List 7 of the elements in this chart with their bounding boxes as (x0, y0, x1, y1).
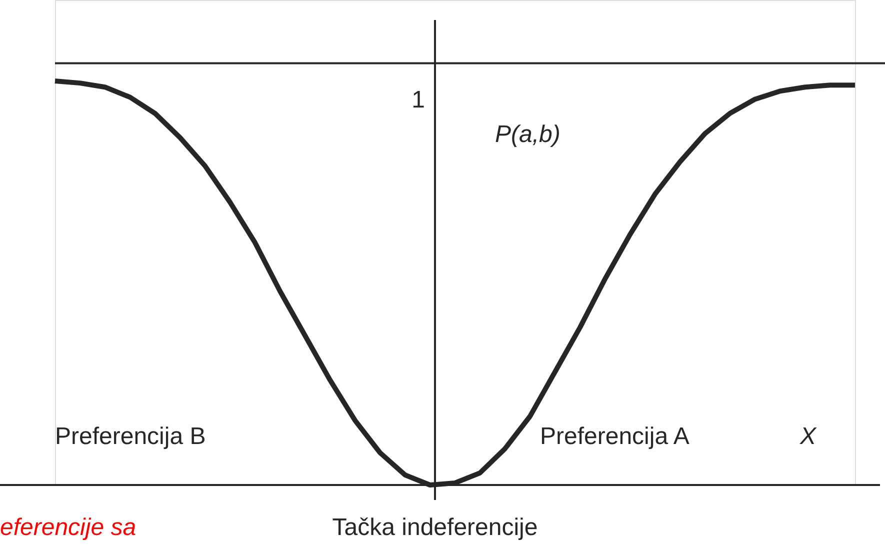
annotation: Preferencija B (55, 423, 206, 450)
text: eferencije sa (0, 514, 136, 541)
ref-line-label: 1 (412, 86, 425, 114)
text: Tačka indeferencije (332, 514, 538, 541)
annotation: Preferencija A (540, 423, 690, 450)
y-axis-title: P(a,b) (495, 121, 560, 148)
x-axis-title: X (799, 423, 817, 450)
